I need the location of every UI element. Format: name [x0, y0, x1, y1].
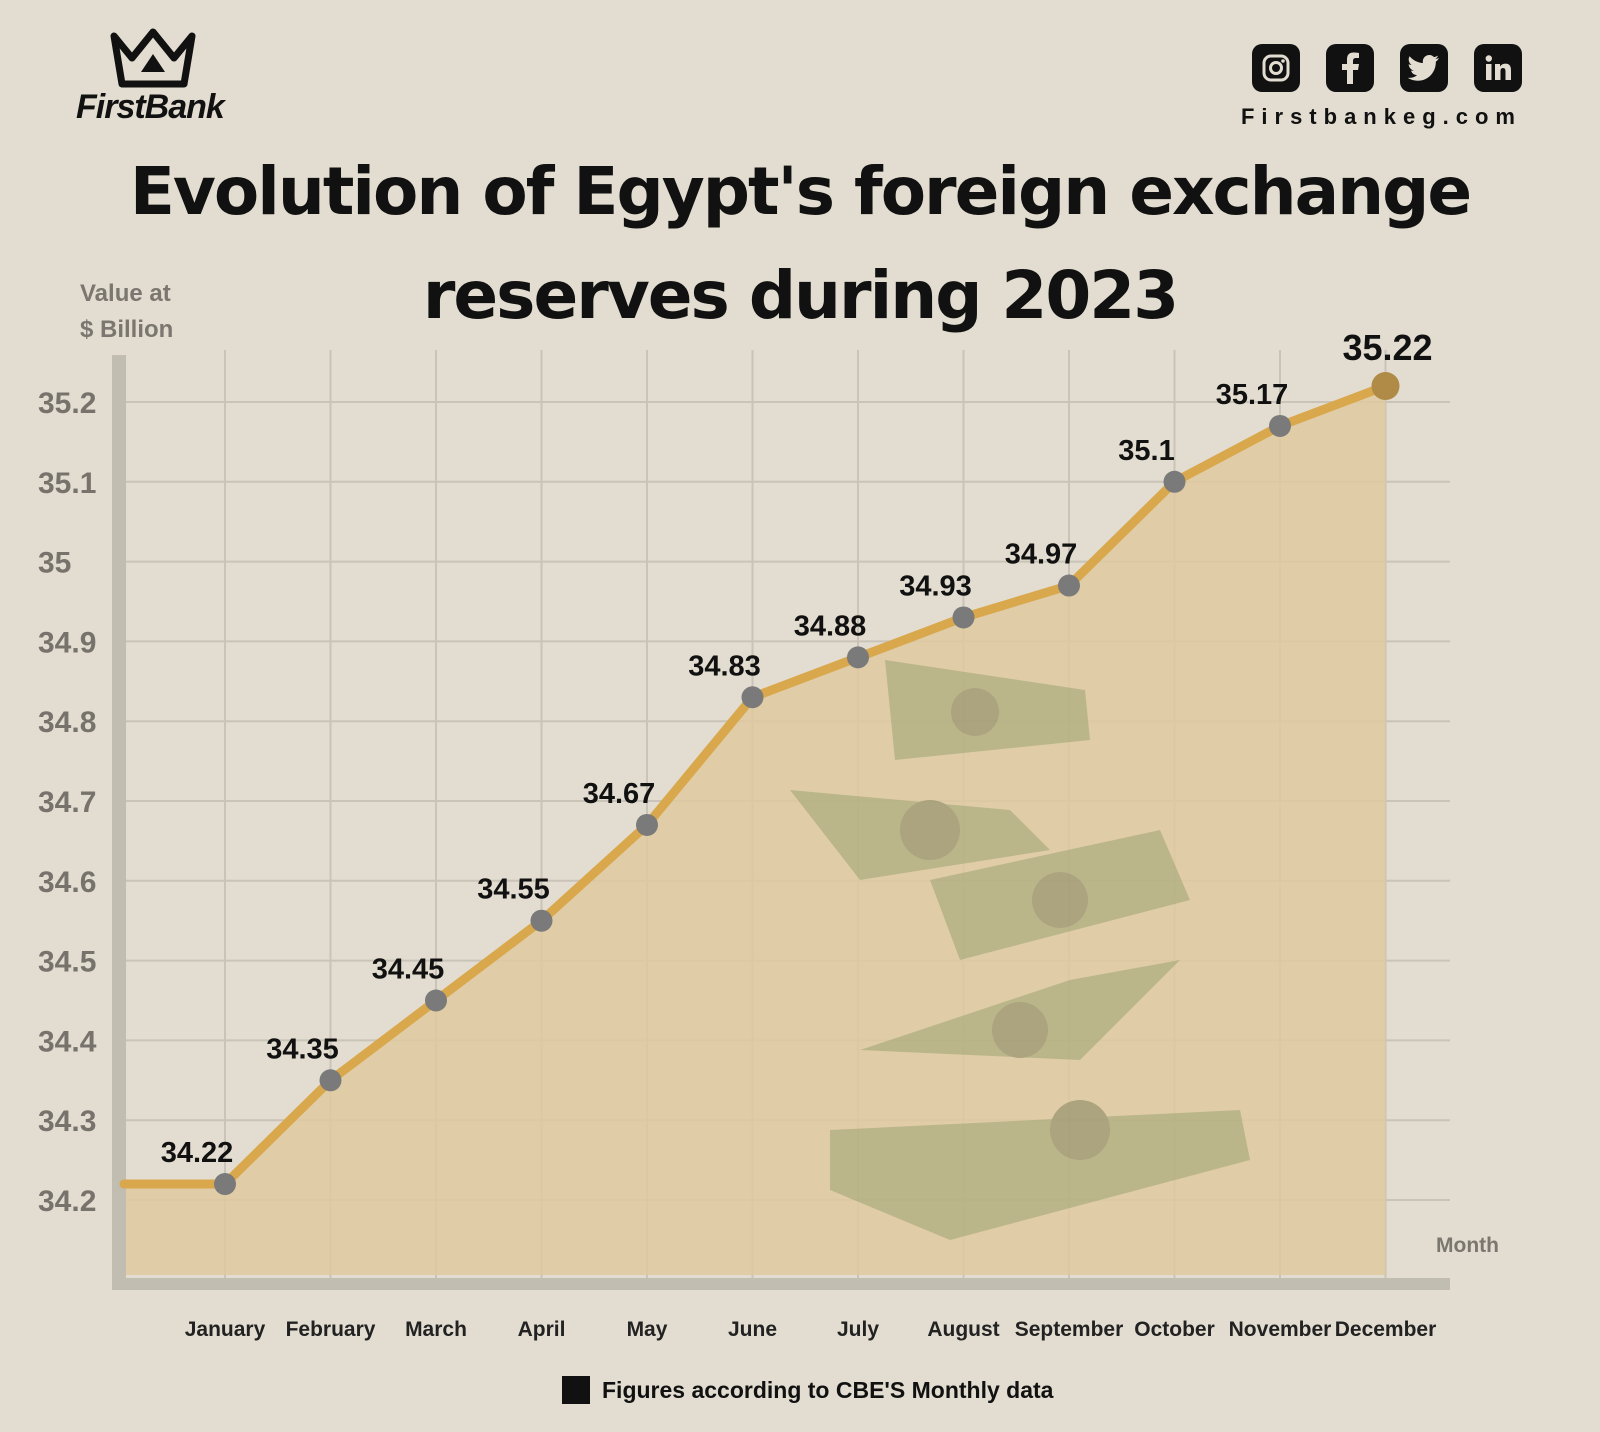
- data-labels: 34.22 34.35 34.45 34.55 34.67 34.83 34.88 34.93…: [161, 327, 1433, 1169]
- y-tick-label: 34.8: [38, 706, 96, 739]
- y-tick-label: 34.2: [38, 1185, 96, 1218]
- y-axis-ticks: 35.2 35.1 35 34.9 34.8 34.7 34.6 34.5 34.4 34.3 34…: [38, 387, 97, 1218]
- data-label: 34.88: [794, 610, 867, 642]
- data-label: 34.45: [372, 954, 445, 986]
- y-tick-label: 34.6: [38, 866, 96, 899]
- data-label: 34.83: [688, 650, 761, 682]
- data-point: [741, 686, 764, 709]
- x-tick-label: April: [518, 1318, 566, 1341]
- y-tick-label: 34.5: [38, 946, 96, 979]
- y-tick-label: 35.1: [38, 467, 96, 500]
- website-url[interactable]: Firstbankeg.com: [1240, 104, 1522, 129]
- x-tick-label: September: [1015, 1318, 1124, 1341]
- y-tick-label: 34.3: [38, 1105, 96, 1138]
- series-points: [214, 372, 1400, 1196]
- y-axis-title-line-2: $ Billion: [80, 316, 174, 343]
- y-tick-label: 35: [38, 547, 71, 580]
- legend-swatch: [562, 1376, 590, 1404]
- x-tick-label: December: [1335, 1318, 1437, 1341]
- money-illustration: [790, 660, 1250, 1240]
- chart-axes: [112, 355, 1450, 1290]
- x-tick-label: February: [286, 1318, 376, 1341]
- twitter-icon[interactable]: [1400, 44, 1448, 92]
- x-axis-title: Month: [1436, 1234, 1499, 1257]
- data-point: [1163, 470, 1186, 493]
- data-point: [847, 646, 869, 669]
- data-label: 35.1: [1118, 435, 1174, 467]
- chart-area: [124, 386, 1386, 1275]
- x-tick-label: January: [185, 1318, 266, 1341]
- x-tick-label: November: [1229, 1318, 1332, 1341]
- y-tick-label: 34.7: [38, 786, 96, 819]
- data-point: [425, 989, 447, 1012]
- y-tick-label: 35.2: [38, 387, 96, 420]
- brand-name: FirstBank: [76, 88, 225, 126]
- data-point: [1371, 372, 1400, 401]
- data-point: [1269, 414, 1291, 437]
- y-axis-line: [112, 355, 126, 1285]
- y-axis-title-line-1: Value at: [80, 280, 171, 307]
- data-point: [530, 909, 553, 932]
- x-tick-label: October: [1134, 1318, 1215, 1341]
- data-point: [1058, 574, 1080, 597]
- facebook-icon[interactable]: [1326, 44, 1374, 92]
- data-label: 35.22: [1342, 327, 1432, 368]
- firstbank-logo: FirstBank: [76, 28, 246, 127]
- data-label: 34.97: [1005, 539, 1078, 571]
- x-tick-label: March: [405, 1318, 467, 1341]
- series-area: [124, 386, 1386, 1275]
- y-tick-label: 34.4: [38, 1025, 97, 1058]
- chart-title-line-1: Evolution of Egypt's foreign exchange: [129, 153, 1472, 230]
- x-tick-label: July: [837, 1318, 879, 1341]
- social-links: [1252, 44, 1522, 92]
- data-label: 34.67: [583, 778, 656, 810]
- data-point: [636, 813, 658, 836]
- data-point: [952, 606, 975, 629]
- chart-legend: Figures according to CBE'S Monthly data: [562, 1376, 1053, 1404]
- data-label: 34.22: [161, 1137, 234, 1169]
- x-tick-label: August: [927, 1318, 999, 1341]
- y-tick-label: 34.9: [38, 626, 96, 659]
- y-axis-title: Value at $ Billion: [80, 276, 173, 348]
- data-point: [319, 1069, 342, 1092]
- x-axis-line: [112, 1278, 1450, 1290]
- data-label: 34.55: [477, 874, 550, 906]
- instagram-icon[interactable]: [1252, 44, 1300, 92]
- crown-icon: [110, 28, 196, 88]
- data-point: [214, 1173, 236, 1196]
- chart-title-line-2: reserves during 2023: [422, 257, 1179, 334]
- linkedin-icon[interactable]: [1474, 44, 1522, 92]
- x-tick-label: June: [728, 1318, 777, 1341]
- data-label: 34.35: [266, 1033, 339, 1065]
- legend-label: Figures according to CBE'S Monthly data: [602, 1376, 1054, 1403]
- x-axis-ticks: January February March April May June July Augu…: [185, 1318, 1437, 1341]
- data-label: 34.93: [899, 570, 972, 602]
- x-tick-label: May: [627, 1318, 668, 1341]
- chart-title: Evolution of Egypt's foreign exchange re…: [0, 140, 1600, 348]
- data-label: 35.17: [1216, 379, 1289, 411]
